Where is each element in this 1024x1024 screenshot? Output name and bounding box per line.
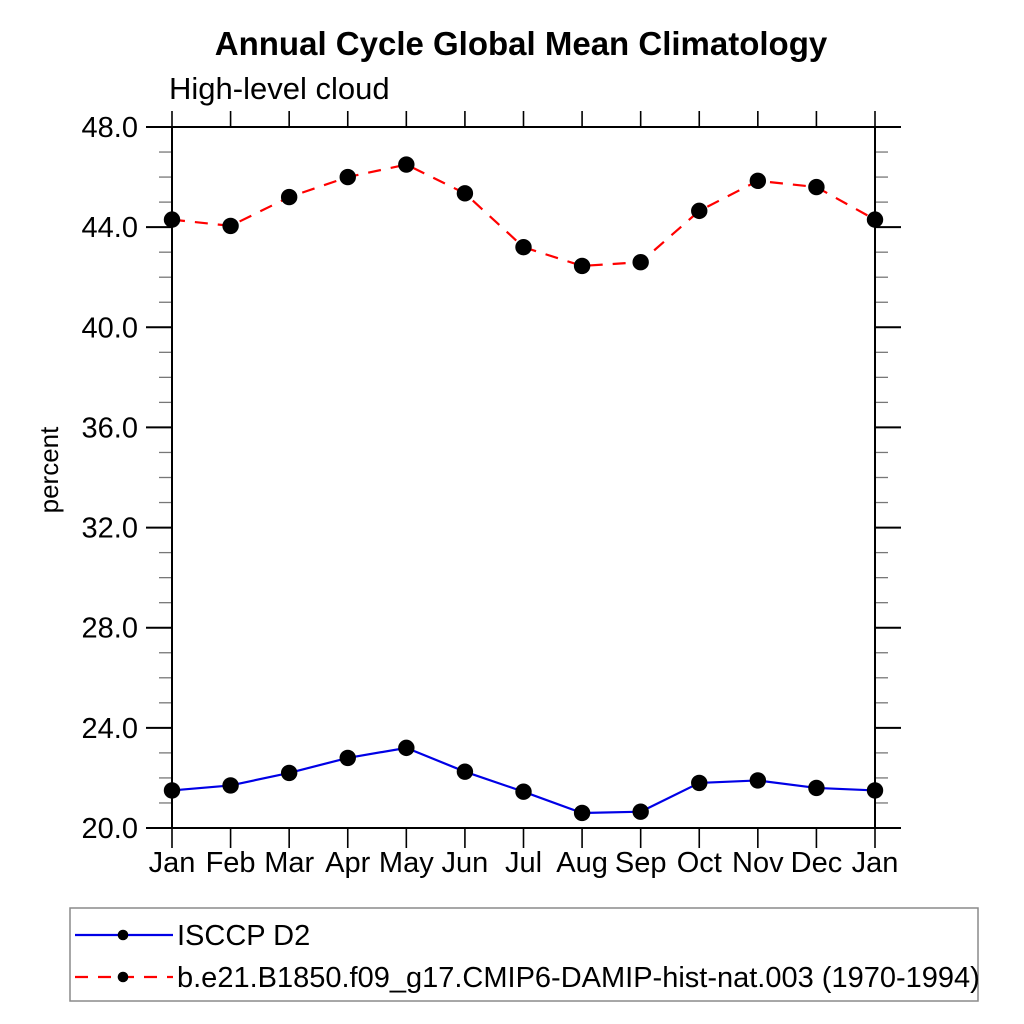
data-point — [632, 803, 649, 820]
y-tick-label: 24.0 — [82, 713, 138, 745]
y-tick-label: 36.0 — [82, 412, 138, 444]
x-tick-label: Oct — [677, 847, 722, 879]
data-point — [808, 779, 825, 797]
data-point — [163, 211, 181, 228]
data-point — [163, 782, 181, 799]
series-line-0 — [171, 746, 876, 815]
data-point — [280, 188, 298, 206]
data-point — [866, 782, 884, 799]
data-point — [222, 777, 239, 794]
data-point — [632, 253, 649, 271]
data-point — [398, 156, 415, 173]
data-point — [339, 168, 356, 186]
x-tick-label: Apr — [325, 847, 370, 879]
y-tick-label: 40.0 — [82, 312, 138, 344]
x-tick-label: Jun — [442, 847, 489, 879]
data-point — [515, 783, 532, 800]
legend-marker-isccp-d2 — [117, 929, 129, 941]
y-tick-label: 48.0 — [82, 112, 138, 144]
y-tick-label: 28.0 — [82, 613, 138, 645]
data-series — [163, 156, 884, 822]
x-tick-label: Jan — [852, 847, 899, 879]
data-point — [398, 739, 415, 757]
x-tick-label: Dec — [791, 847, 843, 879]
x-tick-label: Jan — [149, 847, 196, 879]
x-tick-label: May — [379, 847, 434, 879]
y-axis-label: percent — [34, 426, 64, 513]
chart-title: Annual Cycle Global Mean Climatology — [215, 25, 828, 62]
data-point — [515, 238, 532, 256]
data-point — [456, 763, 474, 780]
x-tick-label: Sep — [615, 847, 667, 879]
y-tick-label: 20.0 — [82, 813, 138, 845]
y-tick-label: 44.0 — [82, 212, 138, 244]
x-tick-label: Jul — [505, 847, 542, 879]
y-tick-label: 32.0 — [82, 513, 138, 545]
chart-subtitle: High-level cloud — [169, 71, 390, 106]
data-point — [339, 749, 356, 767]
plot-frame — [171, 126, 876, 829]
data-point — [573, 804, 591, 822]
x-tick-label: Aug — [556, 847, 608, 879]
data-point — [866, 211, 884, 228]
data-point — [456, 185, 474, 202]
legend-box — [69, 907, 979, 1002]
legend: ISCCP D2 b.e21.B1850.f09_g17.CMIP6-DAMIP… — [69, 907, 980, 1002]
x-tick-label: Mar — [264, 847, 314, 879]
data-point — [691, 774, 708, 792]
legend-label-model-run: b.e21.B1850.f09_g17.CMIP6-DAMIP-hist-nat… — [177, 962, 980, 994]
data-point — [222, 217, 239, 235]
data-point — [749, 172, 767, 190]
x-tick-label: Nov — [732, 847, 784, 879]
legend-label-isccp-d2: ISCCP D2 — [177, 920, 310, 952]
data-point — [808, 178, 825, 196]
legend-marker-model-run — [117, 971, 129, 983]
data-point — [749, 772, 767, 789]
data-point — [691, 202, 708, 220]
data-point — [573, 257, 591, 275]
x-tick-label: Feb — [206, 847, 256, 879]
data-point — [280, 764, 298, 782]
